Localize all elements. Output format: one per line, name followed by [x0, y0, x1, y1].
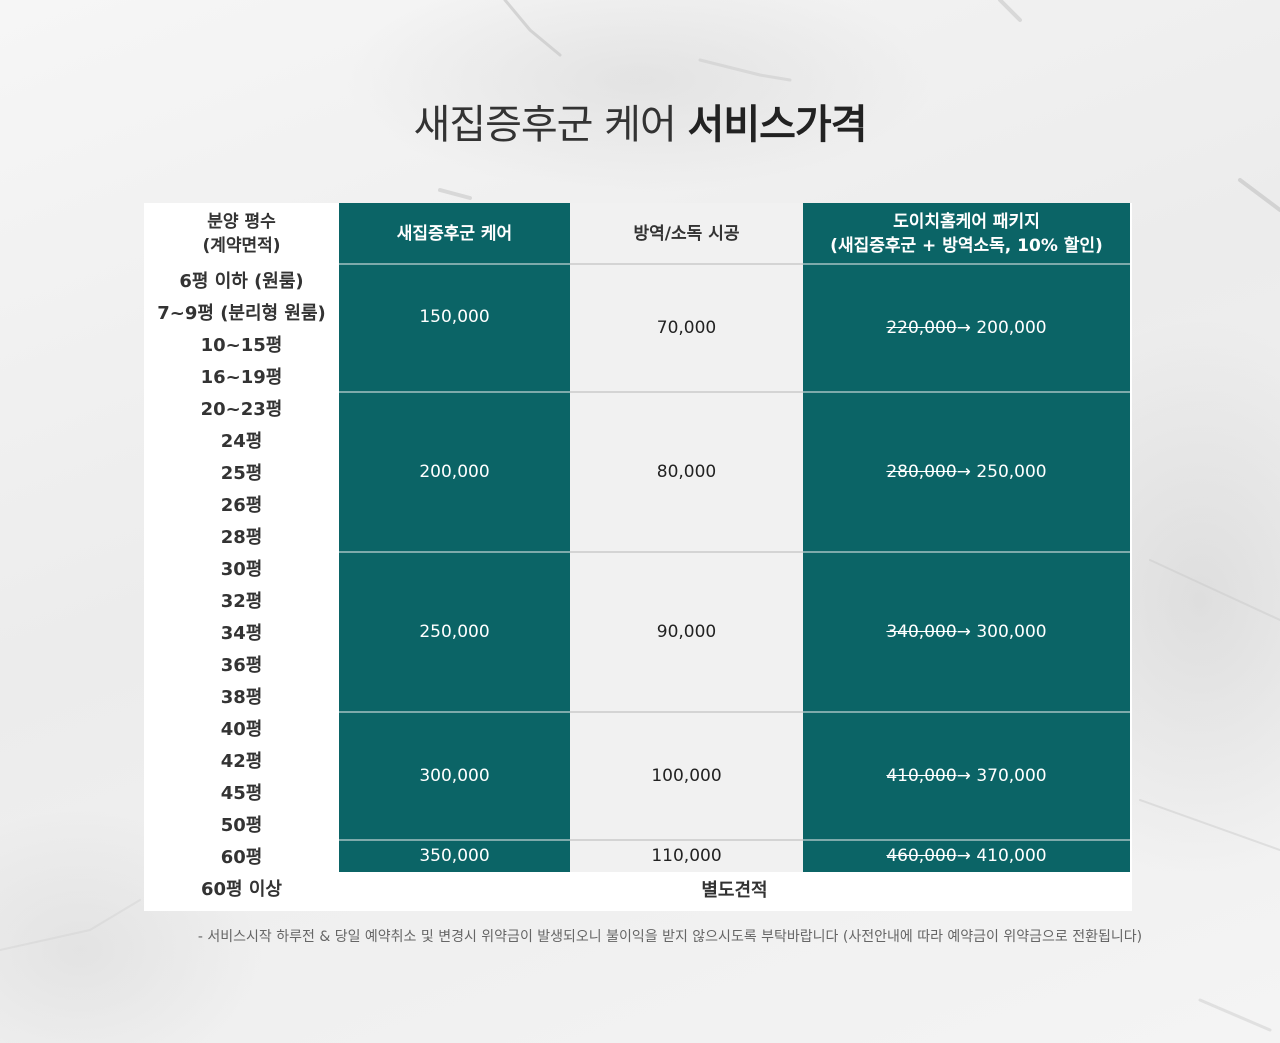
package-original-price: 220,000 [886, 318, 957, 338]
price-table: 분양 평수 (계약면적) 새집증후군 케어 방역/소독 시공 도이치홈케어 패키… [144, 203, 1132, 911]
row-divider [339, 839, 570, 841]
disinfect-price: 110,000 [651, 846, 722, 866]
size-row: 32평 [220, 591, 263, 612]
size-row: 16~19평 [200, 367, 283, 388]
size-row: 60평 이상 [201, 879, 282, 900]
size-row: 10~15평 [200, 335, 283, 356]
size-row: 20~23평 [200, 399, 283, 420]
package-discounted-price: → 200,000 [956, 318, 1047, 338]
size-row: 60평 [220, 847, 263, 868]
care-price: 150,000 [419, 307, 490, 327]
care-price-cell: 200,000 [339, 392, 570, 552]
header-disinfect-label: 방역/소독 시공 [633, 223, 740, 244]
row-divider [570, 391, 803, 393]
row-divider [339, 391, 570, 393]
disinfect-price-cell: 90,000 [570, 552, 803, 712]
package-discounted-price: → 300,000 [956, 622, 1047, 642]
care-price: 250,000 [419, 622, 490, 642]
row-divider [570, 263, 803, 265]
package-discounted-price: → 410,000 [956, 846, 1047, 866]
package-price-cell: 280,000 → 250,000 [803, 392, 1130, 552]
disinfect-price-cell: 70,000 [570, 264, 803, 392]
package-original-price: 460,000 [886, 846, 957, 866]
care-price-cell: 350,000 [339, 840, 570, 872]
package-price-cell: 220,000 → 200,000 [803, 264, 1130, 392]
size-row: 34평 [220, 623, 263, 644]
row-divider [803, 711, 1130, 713]
size-row: 30평 [220, 559, 263, 580]
size-row: 26평 [220, 495, 263, 516]
disinfect-price-cell: 80,000 [570, 392, 803, 552]
size-row: 40평 [220, 719, 263, 740]
header-care-label: 새집증후군 케어 [396, 223, 513, 244]
size-row: 42평 [220, 751, 263, 772]
size-row: 38평 [220, 687, 263, 708]
header-disinfect: 방역/소독 시공 [570, 203, 803, 264]
package-original-price: 410,000 [886, 766, 957, 786]
package-discounted-price: → 250,000 [956, 462, 1047, 482]
header-size-line1: 분양 평수 [207, 211, 276, 232]
separate-estimate: 별도견적 [701, 880, 768, 901]
row-divider [339, 263, 570, 265]
size-row: 25평 [220, 463, 263, 484]
care-price-cell: 250,000 [339, 552, 570, 712]
package-price-cell: 340,000 → 300,000 [803, 552, 1130, 712]
care-price: 300,000 [419, 766, 490, 786]
size-row: 6평 이하 (원룸) [179, 271, 304, 292]
size-row: 50평 [220, 815, 263, 836]
row-divider [339, 551, 570, 553]
package-price-cell: 460,000 → 410,000 [803, 840, 1130, 872]
care-price: 350,000 [419, 846, 490, 866]
header-package-line1: 도이치홈케어 패키지 [893, 211, 1040, 232]
header-size: 분양 평수 (계약면적) [144, 203, 339, 264]
size-row: 7~9평 (분리형 원룸) [157, 303, 326, 324]
package-discounted-price: → 370,000 [956, 766, 1047, 786]
row-divider [339, 711, 570, 713]
disinfect-price-cell: 110,000 [570, 840, 803, 872]
care-price-cell: 300,000 [339, 712, 570, 840]
disinfect-price-cell: 100,000 [570, 712, 803, 840]
size-row: 28평 [220, 527, 263, 548]
row-divider [803, 839, 1130, 841]
disinfect-price: 80,000 [656, 462, 717, 482]
care-price: 200,000 [419, 462, 490, 482]
package-original-price: 340,000 [886, 622, 957, 642]
header-size-line2: (계약면적) [202, 235, 281, 256]
header-package-line2: (새집증후군 + 방역소독, 10% 할인) [830, 235, 1103, 256]
care-price-cell: 150,000 [339, 264, 570, 392]
size-row: 45평 [220, 783, 263, 804]
row-divider [803, 391, 1130, 393]
disinfect-price: 70,000 [656, 318, 717, 338]
package-original-price: 280,000 [886, 462, 957, 482]
disinfect-price: 90,000 [656, 622, 717, 642]
title-strong: 서비스가격 [687, 102, 868, 148]
row-divider [803, 551, 1130, 553]
disinfect-price: 100,000 [651, 766, 722, 786]
size-row: 24평 [220, 431, 263, 452]
title-normal: 새집증후군 케어 [413, 102, 676, 148]
size-row: 36평 [220, 655, 263, 676]
cancellation-note: - 서비스시작 하루전 & 당일 예약취소 및 변경시 위약금이 발생되오니 불… [197, 929, 1143, 945]
row-divider [570, 839, 803, 841]
row-divider [570, 551, 803, 553]
package-price-cell: 410,000 → 370,000 [803, 712, 1130, 840]
row-divider [803, 263, 1130, 265]
page-title: 새집증후군 케어 서비스가격 [0, 92, 1280, 150]
header-package: 도이치홈케어 패키지 (새집증후군 + 방역소독, 10% 할인) [803, 203, 1130, 264]
row-divider [570, 711, 803, 713]
header-care: 새집증후군 케어 [339, 203, 570, 264]
